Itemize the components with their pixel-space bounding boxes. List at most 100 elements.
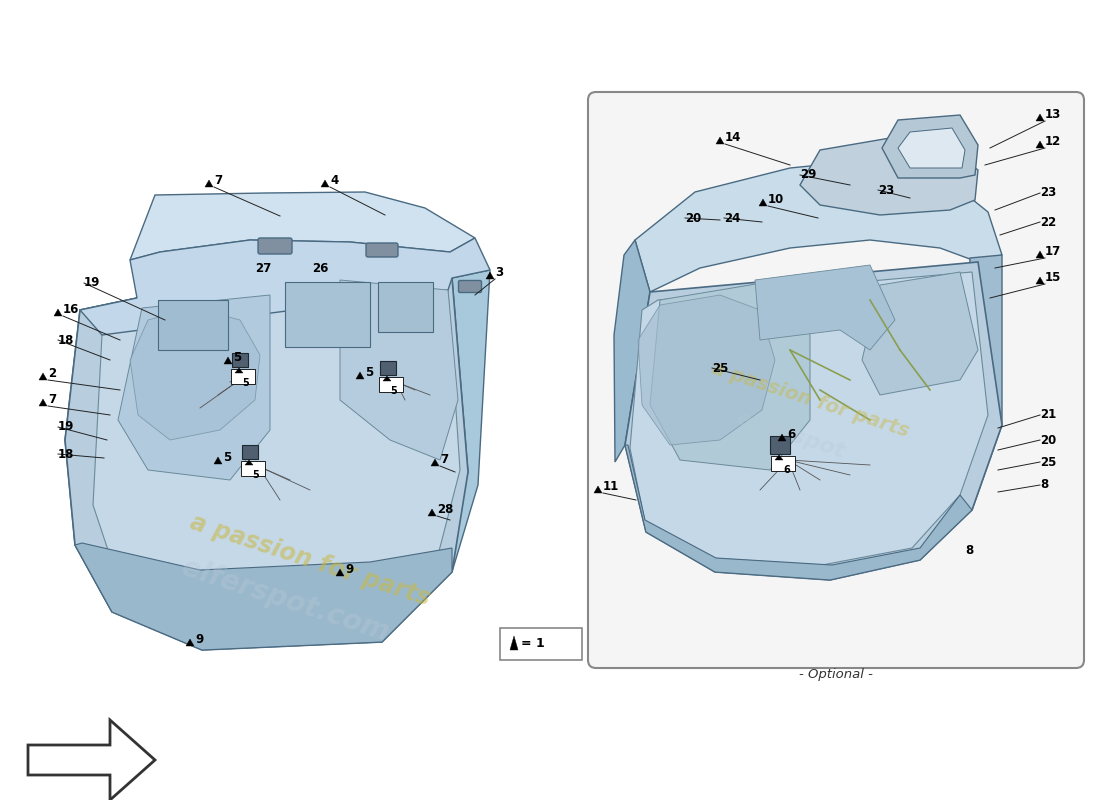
FancyBboxPatch shape	[231, 369, 255, 384]
Text: 25: 25	[712, 362, 728, 374]
Polygon shape	[960, 255, 1002, 510]
Polygon shape	[898, 128, 965, 168]
Text: 6: 6	[783, 465, 790, 475]
Polygon shape	[94, 290, 460, 618]
Polygon shape	[776, 455, 783, 460]
Text: 23: 23	[1040, 186, 1056, 199]
Polygon shape	[614, 240, 650, 462]
Text: 11: 11	[603, 480, 619, 493]
Polygon shape	[630, 272, 988, 565]
Text: 13: 13	[1045, 108, 1062, 121]
Polygon shape	[800, 138, 978, 215]
Text: 10: 10	[768, 193, 784, 206]
Text: 9: 9	[345, 563, 353, 576]
Polygon shape	[625, 262, 1002, 580]
FancyBboxPatch shape	[459, 281, 482, 293]
Text: 7: 7	[214, 174, 222, 187]
Polygon shape	[486, 272, 494, 279]
Text: 20: 20	[685, 211, 702, 225]
Text: 5: 5	[233, 351, 241, 364]
FancyBboxPatch shape	[500, 628, 582, 660]
Polygon shape	[1036, 141, 1044, 148]
Text: 2: 2	[48, 367, 56, 380]
Text: 19: 19	[58, 421, 75, 434]
Text: 23: 23	[878, 183, 894, 197]
Polygon shape	[224, 357, 232, 364]
Polygon shape	[778, 434, 786, 441]
Text: - Optional -: - Optional -	[799, 668, 873, 681]
Polygon shape	[65, 278, 467, 650]
Polygon shape	[80, 238, 490, 335]
Bar	[378, 282, 433, 332]
Polygon shape	[205, 180, 213, 187]
Text: 21: 21	[1040, 409, 1056, 422]
Polygon shape	[235, 368, 243, 373]
Text: 19: 19	[84, 277, 100, 290]
Text: 20: 20	[1040, 434, 1056, 446]
Polygon shape	[65, 298, 138, 612]
Bar	[379, 361, 396, 375]
Polygon shape	[716, 137, 724, 144]
FancyBboxPatch shape	[366, 243, 398, 257]
Bar	[285, 282, 370, 347]
Text: 9: 9	[195, 633, 204, 646]
Bar	[158, 300, 228, 350]
Polygon shape	[336, 569, 344, 576]
Text: 26: 26	[312, 262, 329, 274]
Text: 28: 28	[437, 503, 453, 516]
Text: elferspot.com: elferspot.com	[177, 553, 393, 647]
Text: 5: 5	[223, 451, 231, 464]
Polygon shape	[214, 457, 222, 464]
Text: 8: 8	[965, 543, 974, 557]
Polygon shape	[650, 275, 810, 470]
Text: 16: 16	[63, 303, 79, 316]
Text: 18: 18	[58, 334, 75, 346]
Polygon shape	[510, 636, 518, 650]
Text: elferspot: elferspot	[733, 408, 847, 462]
Text: 4: 4	[330, 174, 339, 187]
Polygon shape	[340, 280, 458, 460]
Text: 14: 14	[725, 131, 741, 144]
Text: 15: 15	[1045, 271, 1062, 284]
Text: 7: 7	[48, 393, 56, 406]
Polygon shape	[39, 373, 47, 380]
FancyBboxPatch shape	[258, 238, 292, 254]
FancyBboxPatch shape	[241, 461, 265, 476]
FancyBboxPatch shape	[379, 377, 403, 392]
Polygon shape	[638, 295, 776, 445]
Polygon shape	[428, 509, 436, 516]
Polygon shape	[1036, 114, 1044, 121]
Bar	[770, 436, 790, 454]
Text: a passion for parts: a passion for parts	[708, 359, 911, 441]
Bar	[242, 445, 258, 459]
FancyBboxPatch shape	[771, 456, 795, 471]
Text: 5: 5	[242, 378, 249, 388]
Text: 24: 24	[724, 211, 740, 225]
Text: 5: 5	[390, 386, 397, 396]
Text: 5: 5	[365, 366, 373, 379]
Text: 27: 27	[255, 262, 272, 274]
Polygon shape	[759, 199, 767, 206]
Text: 7: 7	[440, 453, 448, 466]
Polygon shape	[130, 308, 260, 440]
Text: 12: 12	[1045, 135, 1062, 148]
Polygon shape	[321, 180, 329, 187]
Text: 3: 3	[495, 266, 503, 279]
Polygon shape	[28, 720, 155, 800]
Polygon shape	[75, 543, 452, 650]
Polygon shape	[356, 372, 364, 379]
Polygon shape	[245, 460, 253, 465]
Text: 17: 17	[1045, 245, 1062, 258]
Polygon shape	[755, 265, 895, 350]
FancyBboxPatch shape	[588, 92, 1084, 668]
Polygon shape	[594, 486, 602, 493]
Text: a passion for parts: a passion for parts	[187, 510, 433, 610]
Text: 5: 5	[252, 470, 258, 480]
Polygon shape	[186, 639, 194, 646]
Text: 25: 25	[1040, 455, 1056, 469]
Polygon shape	[431, 459, 439, 466]
Polygon shape	[39, 399, 47, 406]
Polygon shape	[1036, 251, 1044, 258]
Polygon shape	[54, 309, 62, 316]
Polygon shape	[130, 192, 475, 260]
